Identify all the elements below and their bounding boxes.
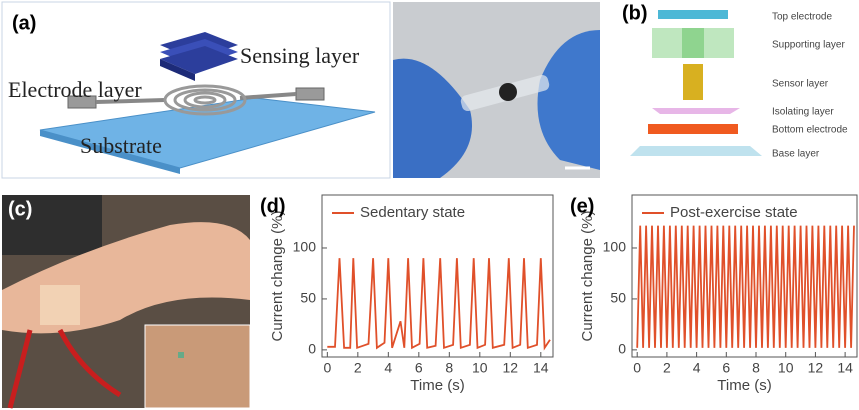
bottom-electrode bbox=[648, 124, 738, 134]
layer-label: Supporting layer bbox=[772, 40, 845, 51]
y-tick-label: 50 bbox=[300, 290, 316, 306]
panel-label: (e) bbox=[570, 195, 594, 217]
panel-c: (c) bbox=[2, 195, 250, 408]
substrate-label: Substrate bbox=[80, 133, 162, 158]
x-tick-label: 4 bbox=[693, 360, 701, 376]
x-tick-label: 2 bbox=[663, 360, 671, 376]
panel-label: (d) bbox=[260, 195, 286, 217]
x-tick-label: 8 bbox=[445, 360, 453, 376]
layer-label: Top electrode bbox=[772, 12, 832, 23]
layer-label: Base layer bbox=[772, 149, 820, 160]
y-tick-label: 0 bbox=[618, 341, 626, 357]
layer-label: Sensor layer bbox=[772, 79, 829, 90]
tape bbox=[40, 285, 80, 325]
panel-b: (b) Top electrode Supporting layer Senso… bbox=[605, 2, 857, 172]
x-tick-label: 0 bbox=[323, 360, 331, 376]
base bbox=[630, 146, 762, 156]
panel-label: (b) bbox=[622, 2, 648, 24]
y-tick-label: 50 bbox=[610, 290, 626, 306]
data-line bbox=[637, 226, 854, 348]
panel-label: (c) bbox=[8, 198, 32, 220]
glove-photo bbox=[393, 2, 600, 178]
y-tick-label: 0 bbox=[308, 341, 316, 357]
x-tick-label: 0 bbox=[633, 360, 641, 376]
data-line bbox=[327, 258, 550, 348]
layer-label: Bottom electrode bbox=[772, 125, 848, 136]
layer-label: Isolating layer bbox=[772, 107, 834, 118]
y-tick-label: 100 bbox=[293, 239, 317, 255]
pad bbox=[296, 88, 324, 100]
supporting-core bbox=[682, 28, 704, 58]
top-electrode bbox=[658, 10, 728, 19]
panel-a: (a) Sensing layer Electrode layer Substr… bbox=[2, 2, 390, 178]
legend-label: Post-exercise state bbox=[670, 204, 798, 221]
x-tick-label: 2 bbox=[354, 360, 362, 376]
sensing-label: Sensing layer bbox=[240, 43, 360, 68]
sensor bbox=[499, 83, 517, 101]
legend-label: Sedentary state bbox=[360, 204, 465, 221]
x-tick-label: 6 bbox=[415, 360, 423, 376]
panel-label: (a) bbox=[12, 12, 36, 34]
x-tick-label: 12 bbox=[503, 360, 519, 376]
isolating bbox=[652, 108, 740, 114]
figure: (a) Sensing layer Electrode layer Substr… bbox=[0, 0, 859, 410]
x-axis-label: Time (s) bbox=[410, 377, 464, 394]
y-axis-label: Current change (%) bbox=[579, 211, 596, 342]
x-tick-label: 8 bbox=[752, 360, 760, 376]
x-tick-label: 10 bbox=[778, 360, 794, 376]
electrode-label: Electrode layer bbox=[8, 77, 142, 102]
x-tick-label: 4 bbox=[384, 360, 392, 376]
x-tick-label: 6 bbox=[722, 360, 730, 376]
y-tick-label: 100 bbox=[603, 239, 627, 255]
y-axis-label: Current change (%) bbox=[269, 211, 286, 342]
x-tick-label: 10 bbox=[472, 360, 488, 376]
x-axis-label: Time (s) bbox=[717, 377, 771, 394]
x-tick-label: 14 bbox=[533, 360, 549, 376]
inset bbox=[145, 325, 250, 408]
inset-sensor bbox=[178, 352, 184, 358]
x-tick-label: 14 bbox=[837, 360, 853, 376]
x-tick-label: 12 bbox=[808, 360, 824, 376]
sensor-layer bbox=[683, 64, 703, 100]
